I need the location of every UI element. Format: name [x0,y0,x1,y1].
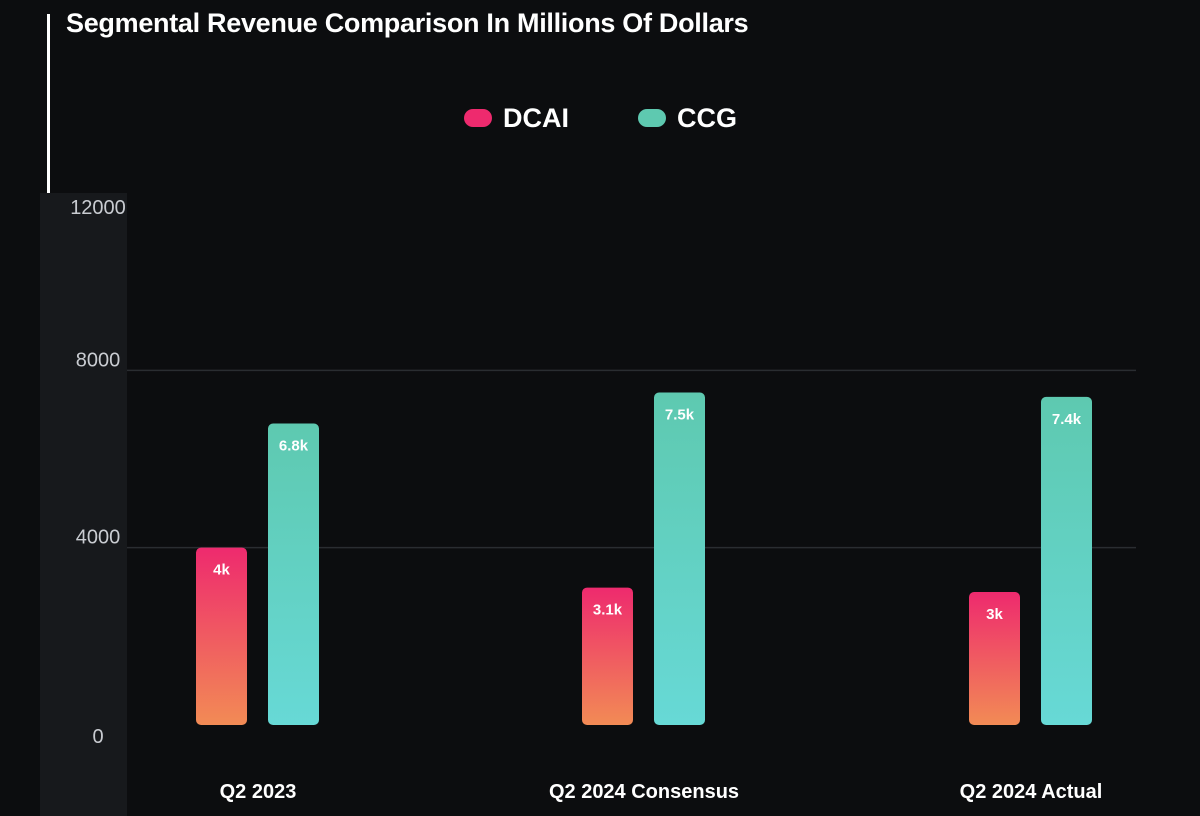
legend-swatch-dcai [464,109,492,127]
y-axis-ticks: 0 4000 8000 12000 [70,197,126,748]
chart-legend: DCAI CCG [0,98,1200,138]
bar-value-label: 6.8k [279,438,309,455]
title-accent-line [47,14,50,208]
x-tick-label: Q2 2024 Consensus [549,781,739,803]
x-axis-ticks: Q2 2023 Q2 2024 Consensus Q2 2024 Actual [220,781,1103,803]
bar-dcai-1[interactable] [582,587,633,725]
y-tick-label: 0 [92,726,103,748]
legend-item-ccg[interactable]: CCG [638,98,737,138]
legend-swatch-ccg [638,109,666,127]
y-tick-label: 8000 [76,349,121,371]
bar-value-label: 7.5k [665,407,695,424]
bar-dcai-0[interactable] [196,547,247,725]
y-tick-label: 4000 [76,527,121,549]
bar-ccg-1[interactable] [654,392,705,726]
legend-label-ccg: CCG [677,102,737,133]
bar-value-label: 3k [986,606,1003,623]
legend-label-dcai: DCAI [503,102,569,133]
bar-value-label: 7.4k [1052,411,1082,428]
bar-value-label: 4k [213,562,230,579]
bar-dcai-2[interactable] [969,592,1020,725]
y-tick-label: 12000 [70,197,126,219]
bar-ccg-0[interactable] [268,423,319,725]
x-tick-label: Q2 2023 [220,781,297,803]
y-axis-panel [40,193,127,816]
legend-item-dcai[interactable]: DCAI [464,98,569,138]
x-tick-label: Q2 2024 Actual [960,781,1103,803]
bar-ccg-2[interactable] [1041,396,1092,725]
bar-value-label: 3.1k [593,602,623,619]
chart-title: Segmental Revenue Comparison In Millions… [66,8,749,38]
bars: 4k 6.8k 3.1k 7.5k 3k 7.4k [196,392,1092,726]
